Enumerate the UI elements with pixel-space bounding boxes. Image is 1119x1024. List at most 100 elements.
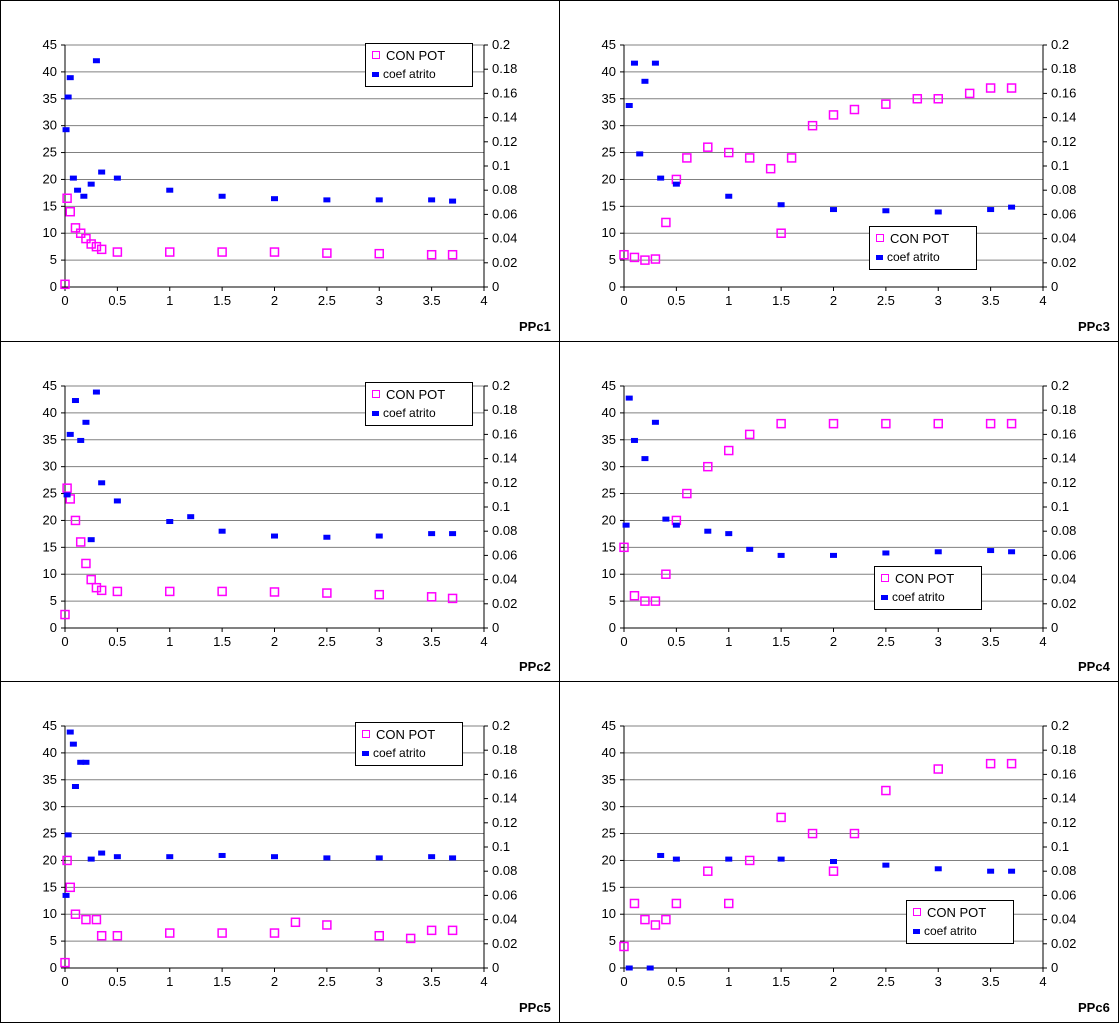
y-left-tick-label: 25 (602, 486, 616, 501)
coef-atrito-point (449, 855, 457, 861)
x-tick-label: 4 (1039, 293, 1046, 308)
legend-marker-con-pot (876, 234, 884, 242)
y-right-tick-label: 0.2 (492, 37, 510, 52)
coef-atrito-point (98, 850, 106, 856)
y-right-tick-label: 0 (492, 620, 499, 635)
con-pot-point (62, 855, 72, 866)
con-pot-point (1006, 758, 1017, 769)
legend-marker-con-pot (372, 390, 380, 398)
chart-panel-ppc3: 0 5 10 15 20 25 30 35 40 45 0 0.02 0.04 0.06 0.08 0.1 0.… (559, 0, 1119, 342)
y-right-tick-label: 0.08 (492, 182, 517, 197)
x-tick-label: 0.5 (108, 634, 126, 649)
x-tick-label: 1 (166, 634, 173, 649)
con-pot-point (933, 94, 943, 104)
x-tick-label: 1 (725, 974, 732, 989)
x-tick-label: 2.5 (877, 634, 895, 649)
coef-atrito-point (113, 498, 121, 504)
coef-atrito-point (218, 528, 226, 534)
legend-marker-con-pot (362, 730, 370, 738)
con-pot-point (112, 930, 123, 941)
legend-marker-con-pot (881, 574, 889, 582)
y-left-tick-label: 15 (602, 879, 616, 894)
con-pot-point (776, 418, 786, 429)
coef-atrito-point (428, 197, 436, 203)
x-tick-label: 4 (480, 293, 487, 308)
con-pot-point (91, 241, 102, 252)
con-pot-point (985, 758, 996, 769)
y-left-tick-label: 0 (609, 620, 616, 635)
x-tick-label: 1.5 (213, 634, 231, 649)
con-pot-point (447, 593, 458, 604)
y-left-tick-label: 5 (609, 593, 616, 608)
y-right-tick-label: 0 (1051, 620, 1058, 635)
con-pot-point (217, 247, 227, 257)
legend-label-coef-atrito: coef atrito (887, 250, 940, 264)
con-pot-point (70, 515, 81, 526)
con-pot-point (96, 930, 107, 941)
y-right-tick-label: 0.12 (1051, 475, 1076, 490)
con-pot-point (661, 569, 671, 579)
coef-atrito-point (987, 207, 995, 213)
y-left-tick-label: 45 (43, 37, 57, 52)
y-left-tick-label: 30 (43, 459, 57, 474)
coef-atrito-point (934, 866, 942, 872)
con-pot-point (964, 88, 975, 99)
con-pot-point (374, 248, 384, 259)
y-right-tick-label: 0.2 (1051, 378, 1069, 393)
con-pot-point (661, 217, 671, 228)
legend-label-coef-atrito: coef atrito (383, 67, 436, 81)
coef-atrito-point (630, 60, 638, 66)
con-pot-point (405, 933, 416, 944)
y-right-tick-label: 0.14 (1051, 791, 1076, 806)
y-left-tick-label: 35 (43, 432, 57, 447)
y-right-tick-label: 0.06 (1051, 547, 1076, 562)
con-pot-point (426, 925, 437, 936)
con-pot-point (671, 898, 682, 909)
x-tick-label: 2 (271, 974, 278, 989)
y-right-tick-label: 0.04 (1051, 912, 1076, 927)
con-pot-point (91, 582, 102, 593)
con-pot-point (86, 239, 96, 249)
con-pot-point (60, 957, 70, 968)
y-right-tick-label: 0.16 (1051, 426, 1076, 441)
coef-atrito-point (66, 431, 74, 437)
x-tick-label: 0.5 (108, 974, 126, 989)
coef-atrito-point (1008, 204, 1016, 210)
con-pot-point (786, 153, 797, 163)
y-left-tick-label: 0 (609, 960, 616, 975)
x-tick-label: 3 (376, 634, 383, 649)
coef-atrito-point (98, 169, 106, 175)
coef-atrito-point (777, 856, 785, 862)
legend-label-coef-atrito: coef atrito (924, 924, 977, 938)
coef-atrito-point (63, 492, 71, 498)
con-pot-point (165, 247, 175, 257)
con-pot-point (765, 163, 776, 174)
coef-atrito-point (218, 852, 226, 858)
chart-panel-ppc4: 0 5 10 15 20 25 30 35 40 45 0 0.02 0.04 0.06 0.08 0.1 0.… (559, 341, 1119, 682)
con-pot-point (933, 418, 943, 429)
con-pot-point (290, 917, 301, 928)
x-tick-label: 2.5 (877, 293, 895, 308)
coef-atrito-point (271, 533, 278, 539)
coef-atrito-point (323, 197, 331, 203)
y-right-tick-label: 0.02 (492, 596, 517, 611)
chart-svg-ppc4: 05101520253035404500.020.040.060.080.10.… (602, 378, 1077, 649)
coef-atrito-point (636, 151, 644, 157)
legend-ppc5: CON POT coef atrito (355, 722, 463, 766)
y-left-tick-label: 35 (602, 772, 616, 787)
y-left-tick-label: 0 (50, 960, 57, 975)
coef-atrito-point (69, 175, 77, 181)
coef-atrito-point (672, 522, 680, 528)
y-right-tick-label: 0.12 (1051, 815, 1076, 830)
chart-svg-ppc3: 05101520253035404500.020.040.060.080.10.… (602, 37, 1077, 308)
coef-atrito-point (92, 58, 100, 64)
x-tick-label: 4 (1039, 974, 1046, 989)
con-pot-point (807, 120, 818, 131)
con-pot-point (661, 914, 671, 925)
con-pot-point (112, 586, 123, 597)
coef-atrito-point (77, 759, 85, 765)
x-tick-label: 3.5 (423, 974, 441, 989)
con-pot-point (744, 429, 755, 440)
y-left-tick-label: 10 (43, 225, 57, 240)
coef-atrito-point (882, 862, 890, 868)
